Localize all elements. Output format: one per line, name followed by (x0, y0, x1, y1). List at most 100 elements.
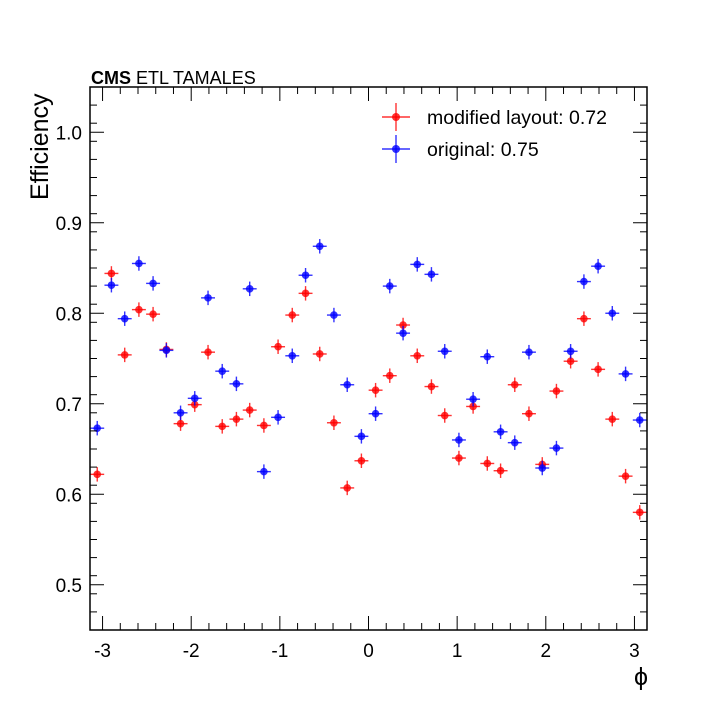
data-point (618, 366, 633, 382)
data-point (521, 406, 536, 421)
data-point (396, 325, 411, 341)
data-point (215, 363, 230, 379)
data-points-layer (90, 239, 647, 520)
legend: modified layout: 0.72 original: 0.75 (382, 103, 607, 163)
legend-entry-0: modified layout: 0.72 (382, 103, 607, 131)
data-point (451, 432, 466, 448)
tick-labels-layer: -3 -2 -1 0 1 2 3 0.5 0.6 0.7 0.8 0.9 1.0 (56, 123, 640, 662)
data-point (437, 344, 452, 359)
data-point (549, 440, 564, 456)
data-point (326, 307, 341, 323)
data-point (229, 376, 244, 392)
y-axis-title: Efficiency (26, 93, 54, 200)
data-point (117, 347, 132, 363)
data-point (507, 377, 522, 392)
legend-marker (392, 145, 400, 153)
y-tick-label: 1.0 (56, 123, 82, 144)
data-point (104, 277, 119, 293)
data-point (326, 415, 341, 430)
data-point (298, 268, 313, 283)
y-tick-label: 0.8 (56, 304, 82, 325)
data-point (591, 258, 606, 274)
data-point (605, 306, 620, 321)
x-tick-label: 0 (363, 641, 374, 662)
data-point (563, 344, 578, 359)
y-tick-label: 0.9 (56, 214, 82, 235)
x-tick-label: -1 (271, 641, 288, 662)
data-point (159, 343, 174, 358)
data-point (215, 419, 230, 434)
series-1 (90, 239, 647, 479)
data-point (576, 311, 591, 326)
x-tick-label: 3 (629, 641, 640, 662)
data-point (576, 274, 591, 289)
data-point (256, 464, 271, 479)
data-point (173, 405, 188, 421)
x-tick-label: 2 (541, 641, 552, 662)
chart-header: CMS ETL TAMALES (91, 68, 256, 88)
legend-entry-1: original: 0.75 (382, 135, 539, 163)
data-point (591, 362, 606, 377)
data-point (632, 505, 647, 520)
data-point (466, 391, 481, 407)
data-point (271, 410, 286, 425)
data-point (521, 344, 536, 360)
data-point (131, 302, 146, 317)
data-point (271, 339, 286, 354)
plot-frame (89, 86, 648, 631)
data-point (201, 344, 216, 360)
data-point (146, 276, 161, 291)
data-point (507, 435, 522, 450)
data-point (368, 382, 383, 398)
data-point (368, 406, 383, 421)
data-point (312, 346, 327, 362)
data-point (605, 411, 620, 427)
data-point (117, 311, 132, 326)
axis-ticks-layer (90, 86, 647, 631)
data-point (549, 383, 564, 399)
data-point (410, 348, 425, 364)
data-point (256, 418, 271, 433)
y-tick-label: 0.5 (56, 576, 82, 597)
data-point (298, 286, 313, 301)
data-point (90, 420, 105, 436)
data-point (104, 266, 119, 281)
data-point (312, 239, 327, 254)
data-point (535, 460, 550, 476)
data-point (131, 256, 146, 271)
data-point (242, 281, 257, 297)
legend-label: original: 0.75 (427, 139, 539, 161)
data-point (340, 480, 355, 496)
data-point (201, 290, 216, 306)
y-tick-label: 0.7 (56, 395, 82, 416)
data-point (493, 463, 508, 478)
data-point (340, 377, 355, 392)
x-tick-label: -2 (183, 641, 200, 662)
data-point (451, 450, 466, 466)
data-point (242, 402, 257, 418)
data-point (354, 453, 369, 469)
x-tick-label: 1 (452, 641, 463, 662)
data-point (632, 412, 647, 428)
data-point (146, 306, 161, 322)
data-point (493, 424, 508, 440)
x-axis-title: ϕ (634, 663, 648, 691)
data-point (354, 429, 369, 444)
data-point (480, 349, 495, 364)
data-point (285, 348, 300, 364)
data-point (285, 307, 300, 323)
data-point (187, 391, 202, 406)
legend-marker (392, 113, 400, 121)
data-point (618, 468, 633, 484)
data-point (382, 368, 397, 383)
data-point (229, 411, 244, 427)
data-point (424, 267, 439, 282)
y-tick-label: 0.6 (56, 485, 82, 506)
data-point (437, 408, 452, 423)
data-point (424, 379, 439, 394)
data-point (480, 456, 495, 471)
data-point (382, 278, 397, 294)
data-point (410, 257, 425, 272)
header-detector: ETL TAMALES (131, 68, 256, 88)
data-point (90, 467, 105, 482)
